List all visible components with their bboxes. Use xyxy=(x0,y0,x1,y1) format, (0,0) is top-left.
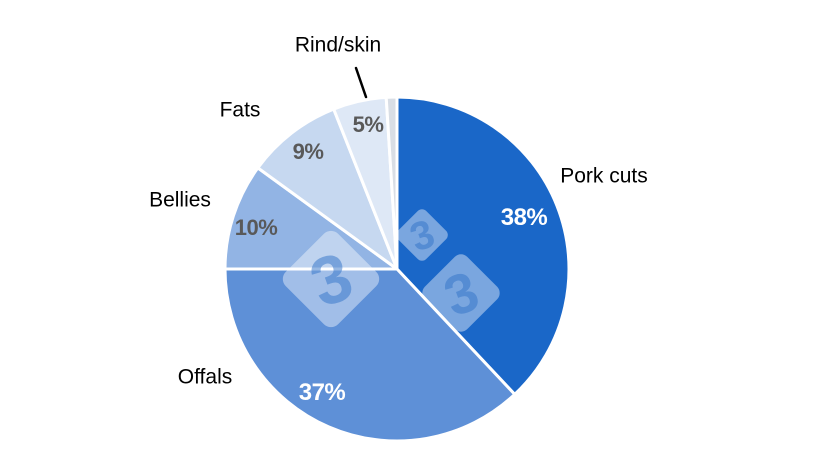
slice-pct-fats: 9% xyxy=(292,139,324,164)
slice-pct-offals: 37% xyxy=(298,379,346,406)
watermark-diamond-icon xyxy=(422,254,500,332)
slice-label-fats: Fats xyxy=(219,98,261,122)
slice-label-rind-skin: Rind/skin xyxy=(294,33,382,57)
pie-slice-bellies xyxy=(223,166,399,271)
pie-slice-fats xyxy=(256,107,399,271)
slice-pct-bellies: 10% xyxy=(234,215,278,240)
watermark-diamond-icon xyxy=(396,209,448,261)
slice-pct-rind-skin: 5% xyxy=(352,112,384,137)
watermark-333-diamond-left: 3 xyxy=(282,230,380,328)
slice-pct-pork-cuts: 38% xyxy=(500,204,548,231)
rind-skin-leader-line xyxy=(354,66,368,99)
pie-slice-offals xyxy=(223,267,517,443)
slice-label-offals: Offals xyxy=(177,365,233,389)
slice-label-bellies: Bellies xyxy=(149,188,211,212)
pie-slice-pork-cuts xyxy=(395,95,571,396)
pie-slice-unlabeled xyxy=(384,95,399,271)
pie-slices xyxy=(223,95,571,443)
watermark-diamond-icon xyxy=(282,230,380,328)
slice-label-pork-cuts: Pork cuts xyxy=(560,164,648,188)
watermark-333-diamond-right: 3 xyxy=(422,254,500,332)
